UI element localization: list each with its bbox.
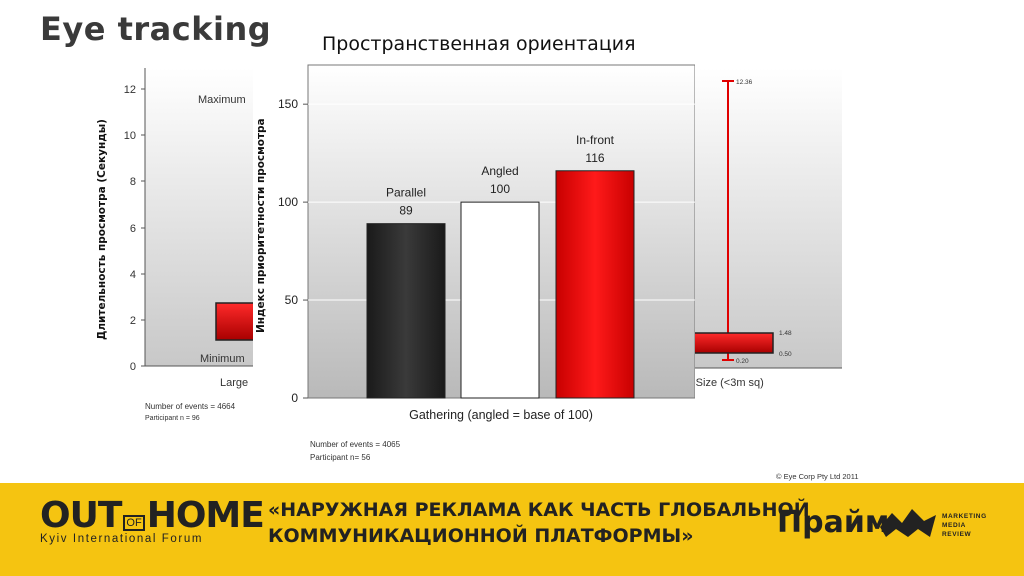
mmr-logo-icon <box>880 509 936 537</box>
left-tick-4: 4 <box>130 269 136 281</box>
value-label: 89 <box>399 204 413 218</box>
left-red-box <box>215 302 260 341</box>
x-axis-label: Gathering (angled = base of 100) <box>409 408 593 422</box>
main-note-line1: Number of events = 4065 <box>310 440 401 449</box>
y-tick-label: 0 <box>291 391 298 405</box>
left-note-line2: Participant n = 96 <box>145 415 200 422</box>
left-tick-10: 10 <box>124 130 136 142</box>
bar-labels: Parallel 89 Angled 100 In-front 116 <box>386 133 615 218</box>
mmr-line-2: MEDIA <box>942 522 966 529</box>
bar-in-front <box>555 170 635 399</box>
bottom-white-band <box>103 440 860 491</box>
right-min-value: 0.20 <box>736 358 749 365</box>
mid-axis-label: Индекс приоритетности просмотра <box>255 118 267 333</box>
left-tick-0: 0 <box>130 361 136 373</box>
right-plot-area <box>690 68 842 368</box>
logo-home: HOME <box>146 495 265 536</box>
left-min-label: Minimum <box>200 353 245 365</box>
bar-parallel <box>366 223 446 399</box>
bars <box>366 170 635 399</box>
mmr-line-3: REVIEW <box>942 531 972 538</box>
prime-logo: Прайм <box>777 505 890 540</box>
slide-title: Eye tracking <box>40 10 272 48</box>
banner-text: «НАРУЖНАЯ РЕКЛАМА КАК ЧАСТЬ ГЛОБАЛЬНОЙ К… <box>268 497 810 549</box>
value-label: 116 <box>585 151 604 165</box>
background-left-chart: 12 10 8 6 4 2 0 Maximum Minimum Large Nu… <box>124 68 260 422</box>
background-right-chart: 12.36 1.48 0.50 0.20 -Size (<3m sq) <box>690 68 842 389</box>
right-low-value: 0.50 <box>779 351 792 358</box>
logo-out: OUT <box>40 495 122 536</box>
main-note-line2: Participant n= 56 <box>310 453 371 462</box>
left-tick-12: 12 <box>124 84 136 96</box>
left-note-line1: Number of events = 4664 <box>145 402 236 411</box>
right-mid-value: 1.48 <box>779 330 792 337</box>
main-bar-chart: 0 50 100 150 Parallel 89 Angled 100 In-front 116… <box>278 64 695 422</box>
bar-angled <box>460 201 540 399</box>
left-tick-8: 8 <box>130 176 136 188</box>
footer-banner <box>0 483 1024 576</box>
right-category-label: -Size (<3m sq) <box>692 377 764 389</box>
mmr-logo-text: MARKETING MEDIA REVIEW <box>942 512 987 539</box>
y-axis: 0 50 100 150 <box>278 97 308 405</box>
value-label: 100 <box>490 182 510 196</box>
left-tick-2: 2 <box>130 315 136 327</box>
mmr-line-1: MARKETING <box>942 513 987 520</box>
chart-heading: Пространственная ориентация <box>322 33 636 55</box>
logo-subtitle: Kyiv International Forum <box>40 533 204 545</box>
left-max-label: Maximum <box>198 94 246 106</box>
left-tick-6: 6 <box>130 223 136 235</box>
banner-line-1: «НАРУЖНАЯ РЕКЛАМА КАК ЧАСТЬ ГЛОБАЛЬНОЙ <box>268 499 810 521</box>
category-label: Parallel <box>386 186 426 200</box>
y-tick-label: 50 <box>285 293 299 307</box>
left-axis-label: Длительность просмотра (Секунды) <box>96 119 108 340</box>
logo-of: OF <box>123 514 145 531</box>
right-top-value: 12.36 <box>736 79 753 86</box>
copyright-text: © Eye Corp Pty Ltd 2011 <box>776 472 859 481</box>
banner-line-2: КОММУНИКАЦИОННОЙ ПЛАТФОРМЫ» <box>268 525 694 547</box>
out-of-home-logo: OUT OF HOME <box>40 495 265 536</box>
category-label: Angled <box>481 164 518 178</box>
y-tick-label: 150 <box>278 97 298 111</box>
y-tick-label: 100 <box>278 195 298 209</box>
category-label: In-front <box>576 133 615 147</box>
left-category-label: Large <box>220 377 248 389</box>
right-red-box <box>690 332 774 354</box>
